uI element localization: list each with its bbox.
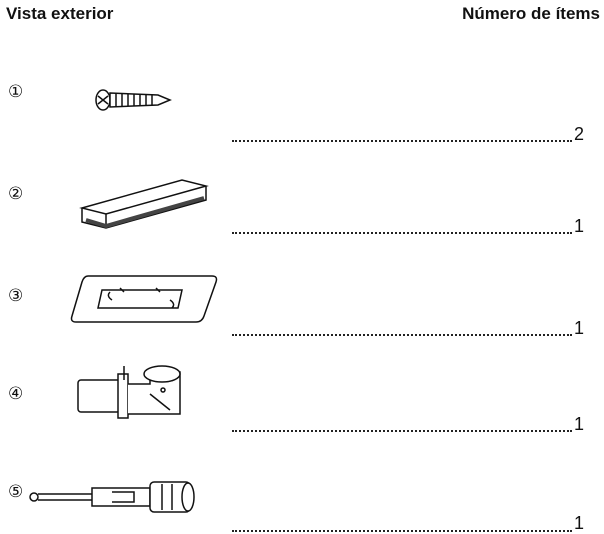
connector-icon: [77, 365, 181, 419]
item-quantity: 1: [574, 216, 585, 236]
item-quantity: 2: [574, 124, 585, 144]
dot-leader: [232, 530, 572, 532]
strip-icon: [79, 179, 209, 229]
dot-leader: [232, 140, 572, 142]
item-quantity: 1: [574, 414, 585, 434]
plate-icon: [70, 275, 218, 323]
dot-leader: [232, 430, 572, 432]
header-right: Número de ítems: [462, 4, 600, 23]
dot-leader: [232, 334, 572, 336]
item-index: ①: [8, 82, 24, 101]
header-left: Vista exterior: [6, 4, 114, 23]
item-quantity: 1: [574, 318, 585, 338]
item-index: ④: [8, 384, 24, 403]
pin-icon: [29, 481, 195, 513]
screw-icon: [95, 89, 172, 111]
item-index: ③: [8, 286, 24, 305]
item-quantity: 1: [574, 513, 585, 533]
dot-leader: [232, 232, 572, 234]
item-index: ⑤: [8, 482, 24, 501]
item-index: ②: [8, 184, 24, 203]
